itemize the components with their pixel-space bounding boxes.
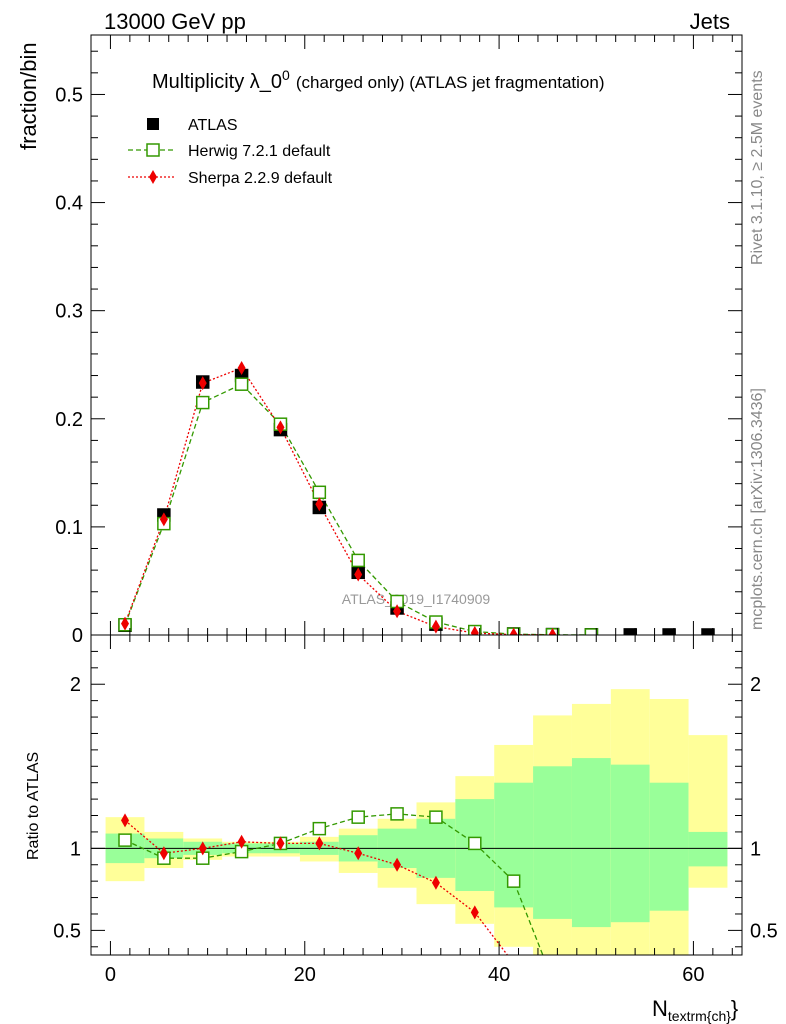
ratio-ytick-label: 1: [70, 838, 81, 860]
sherpa-ratio-point: [315, 836, 324, 851]
main-ytick-label: 0: [72, 625, 83, 647]
sherpa-point: [393, 604, 402, 619]
main-ylabel: fraction/bin: [16, 42, 41, 150]
sherpa-point: [431, 619, 440, 634]
herwig-ratio-point: [547, 974, 559, 986]
sherpa-ratio-point: [354, 846, 363, 861]
sherpa-point: [276, 420, 285, 435]
main-title: Multiplicity λ_00 (charged only) (ATLAS j…: [152, 67, 605, 93]
ratio-ylabel: Ratio to ATLAS: [25, 752, 42, 860]
legend-sherpa-label: Sherpa 2.2.9 default: [188, 170, 333, 187]
xlabel-main: N: [652, 996, 668, 1021]
band-inner-bin: [494, 782, 534, 908]
ratio-xlabel: Ntextrm{ch}}: [652, 996, 738, 1024]
energy-label: 13000 GeV pp: [104, 9, 246, 34]
band-inner-bin: [688, 831, 728, 867]
sherpa-point: [470, 626, 479, 635]
sherpa-point: [315, 497, 324, 512]
title-main: Multiplicity λ_0: [152, 71, 282, 93]
ratio-ytick-label-right: 0.5: [750, 920, 778, 942]
herwig-point: [234, 377, 249, 391]
ratio-xtick-label: 60: [682, 964, 704, 986]
sherpa-ratio-point: [510, 956, 518, 970]
sherpa-ratio-point: [237, 834, 246, 849]
sherpa-ratio-point: [198, 841, 207, 856]
legend-atlas-label: ATLAS: [188, 117, 238, 134]
title-rest: (charged only) (ATLAS jet fragmentation): [296, 73, 605, 92]
sherpa-ratio-point: [470, 905, 479, 920]
sherpa-point: [548, 627, 557, 635]
main-ytick-label: 0.4: [55, 193, 83, 215]
sherpa-point: [121, 616, 130, 631]
ratio-xtick-label: 0: [105, 964, 116, 986]
ratio-ytick-label-right: 1: [750, 838, 761, 860]
band-inner-bin: [649, 782, 689, 911]
sherpa-point: [198, 376, 207, 391]
legend-herwig-label: Herwig 7.2.1 default: [188, 143, 331, 160]
sherpa-ratio-point: [276, 836, 285, 851]
mcplots-label: mcplots.cern.ch [arXiv:1306.3436]: [749, 388, 766, 630]
ratio-ytick-label: 0.5: [53, 920, 81, 942]
legend-sherpa-marker: [149, 170, 157, 184]
main-series-layer: [118, 360, 715, 635]
ratio-frame: [90, 634, 743, 956]
main-ytick-label: 0.3: [55, 301, 83, 323]
sherpa-point: [237, 360, 246, 375]
analysis-watermark: ATLAS_2019_I1740909: [342, 591, 491, 607]
sherpa-point: [159, 512, 168, 527]
ratio-uncertainty-bands: [91, 689, 742, 955]
herwig-point: [195, 395, 210, 410]
ratio-xtick-label: 20: [294, 964, 316, 986]
band-inner-bin: [610, 764, 650, 923]
sherpa-ratio-point: [431, 875, 440, 890]
main-ytick-label: 0.1: [55, 517, 83, 539]
main-ytick-label: 0.5: [55, 84, 83, 106]
process-label: Jets: [690, 9, 730, 34]
band-inner-bin: [571, 758, 611, 928]
herwig-ratio-point: [506, 874, 521, 888]
title-sup: 0: [282, 67, 290, 83]
rivet-label: Rivet 3.1.10, ≥ 2.5M events: [749, 70, 766, 265]
ratio-ytick-label: 2: [70, 674, 81, 696]
ratio-xtick-label: 40: [488, 964, 510, 986]
axes-layer: 00.10.20.30.40.50.5 0.51 12 20 20 40 60: [53, 34, 778, 986]
xlabel-sub: textrm{ch}: [668, 1008, 731, 1024]
herwig-ratio-point: [351, 810, 365, 824]
legend-atlas-marker: [147, 118, 159, 130]
sherpa-ratio-line: [124, 819, 509, 955]
ratio-series-layer: [118, 807, 559, 986]
sherpa-ratio-point: [121, 813, 130, 828]
xlabel-close: }: [731, 996, 738, 1021]
herwig-ratio-point: [429, 810, 443, 824]
sherpa-ratio-point: [159, 846, 168, 861]
herwig-ratio-point: [312, 821, 327, 836]
herwig-point: [351, 553, 365, 568]
herwig-ratio-point: [390, 807, 404, 821]
legend: ATLAS Herwig 7.2.1 default Sherpa 2.2.9 …: [128, 117, 333, 187]
band-inner-bin: [533, 766, 572, 919]
herwig-point: [312, 485, 327, 500]
main-ytick-label: 0.2: [55, 409, 83, 431]
sherpa-ratio-point: [393, 857, 402, 872]
herwig-ratio-point: [118, 833, 132, 847]
sherpa-point: [354, 567, 363, 582]
sherpa-point: [509, 627, 518, 635]
herwig-ratio-point: [468, 836, 482, 851]
legend-herwig-marker: [146, 143, 160, 157]
ratio-ytick-label-right: 2: [750, 674, 761, 696]
